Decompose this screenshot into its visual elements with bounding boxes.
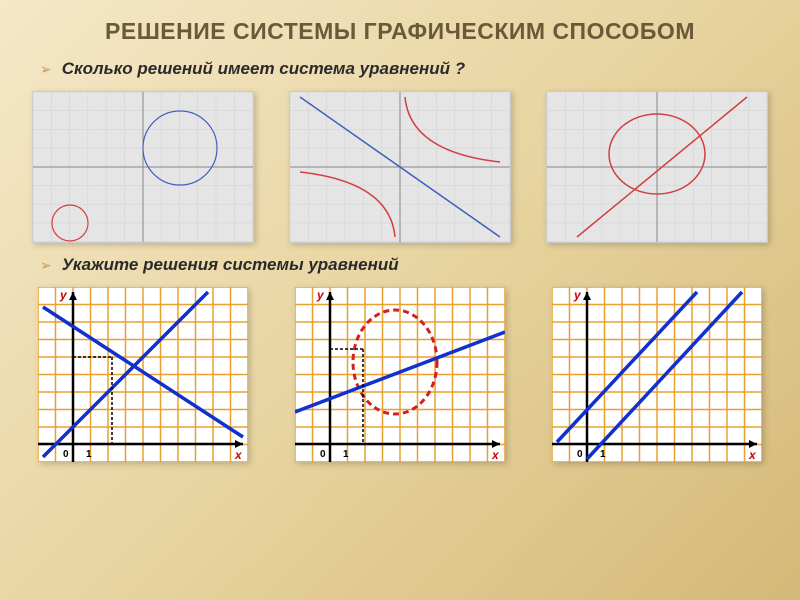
top-plot-2 [289,91,511,243]
x-label: x [748,448,757,462]
grid-orange [552,287,762,462]
one-label: 1 [343,449,349,460]
y-label: y [573,288,582,302]
top-plot-1 [32,91,254,243]
line1 [587,292,742,459]
question2-text: Укажите решения системы уравнений [62,255,399,275]
y-label: y [59,288,68,302]
question2-row: ➢ Укажите решения системы уравнений [0,249,800,281]
page-title: РЕШЕНИЕ СИСТЕМЫ ГРАФИЧЕСКИМ СПОСОБОМ [0,0,800,53]
question1-text: Сколько решений имеет система уравнений … [62,59,465,79]
line2 [557,292,697,442]
bottom-plot-1: y x 0 1 [38,287,248,462]
origin-label: 0 [63,449,69,460]
bullet-icon: ➢ [40,257,52,274]
bullet-icon: ➢ [40,61,52,78]
origin-label: 0 [320,449,326,460]
top-plots-row [0,85,800,249]
y-label: y [316,288,325,302]
one-label: 1 [600,449,606,460]
origin-label: 0 [577,449,583,460]
bottom-plots-row: y x 0 1 y x 0 1 [0,281,800,468]
bottom-plot-3: y x 0 1 [552,287,762,462]
axes [33,92,253,242]
bottom-plot-2: y x 0 1 [295,287,505,462]
top-plot-3 [546,91,768,243]
grid-orange [295,287,505,462]
question1-row: ➢ Сколько решений имеет система уравнени… [0,53,800,85]
x-label: x [234,448,243,462]
x-label: x [491,448,500,462]
grid-orange [38,287,248,462]
one-label: 1 [86,449,92,460]
